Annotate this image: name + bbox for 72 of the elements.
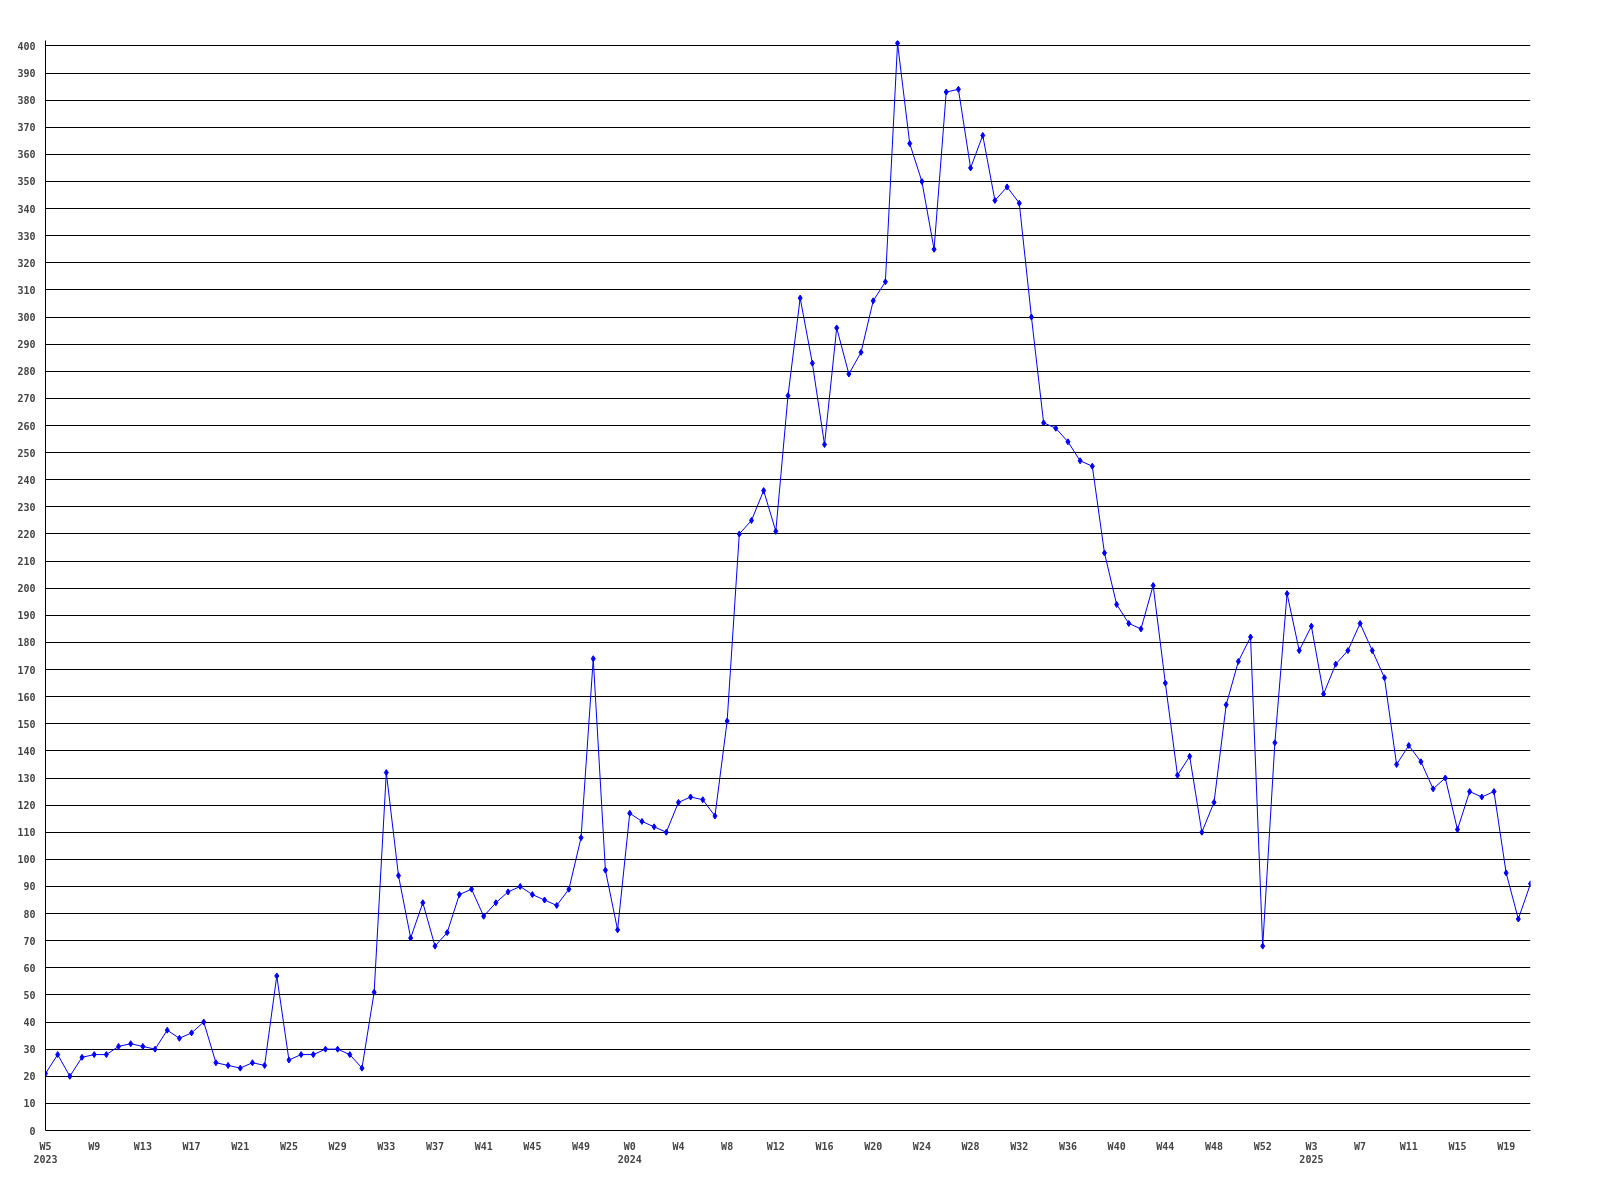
y-tick-label: 90 xyxy=(23,881,36,893)
x-tick-label: W7 xyxy=(1354,1140,1367,1152)
x-tick-label: W44 xyxy=(1156,1140,1175,1152)
y-tick-label: 210 xyxy=(17,556,36,568)
x-tick-label: W24 xyxy=(912,1140,931,1152)
y-tick-label: 180 xyxy=(17,637,36,649)
x-tick-label: W45 xyxy=(523,1140,542,1152)
y-tick-label: 80 xyxy=(23,908,36,920)
y-tick-label: 320 xyxy=(17,257,36,269)
x-tick-label: W15 xyxy=(1448,1140,1467,1152)
y-tick-label: 370 xyxy=(17,122,36,134)
x-tick-label: W32 xyxy=(1010,1140,1029,1152)
x-tick-label: W11 xyxy=(1399,1140,1418,1152)
y-tick-label: 250 xyxy=(17,447,36,459)
y-tick-label: 380 xyxy=(17,95,36,107)
x-tick-label: W52 xyxy=(1253,1140,1272,1152)
y-tick-label: 10 xyxy=(23,1098,36,1110)
y-tick-label: 150 xyxy=(17,718,36,730)
x-tick-label: W8 xyxy=(721,1140,734,1152)
y-tick-label: 110 xyxy=(17,827,36,839)
y-tick-label: 220 xyxy=(17,528,36,540)
x-tick-label: W21 xyxy=(231,1140,250,1152)
x-tick-label: W41 xyxy=(474,1140,493,1152)
y-tick-label: 280 xyxy=(17,366,36,378)
x-tick-label: W9 xyxy=(88,1140,101,1152)
x-tick-label: W3 2025 xyxy=(1299,1140,1324,1165)
x-tick-label: W37 xyxy=(425,1140,445,1152)
x-tick-label: W40 xyxy=(1107,1140,1126,1152)
y-tick-label: 360 xyxy=(17,149,36,161)
y-tick-label: 340 xyxy=(17,203,36,215)
x-tick-label: W28 xyxy=(961,1140,980,1152)
y-tick-label: 240 xyxy=(17,474,36,486)
x-tick-label: W33 xyxy=(377,1140,396,1152)
x-tick-label: W17 xyxy=(182,1140,201,1152)
y-tick-label: 270 xyxy=(17,393,36,405)
y-tick-label: 140 xyxy=(17,745,36,757)
x-tick-label: W12 xyxy=(766,1140,785,1152)
y-tick-label: 60 xyxy=(23,962,36,974)
y-tick-label: 30 xyxy=(23,1044,36,1056)
y-tick-label: 160 xyxy=(17,691,36,703)
y-tick-label: 390 xyxy=(17,68,36,80)
y-tick-label: 20 xyxy=(23,1071,36,1083)
x-tick-label: W16 xyxy=(815,1140,834,1152)
x-tick-label: W48 xyxy=(1204,1140,1224,1152)
x-tick-label: W36 xyxy=(1058,1140,1077,1152)
x-tick-label: W49 xyxy=(572,1140,591,1152)
y-tick-label: 290 xyxy=(17,339,36,351)
y-tick-label: 0 xyxy=(29,1125,36,1137)
y-tick-label: 350 xyxy=(17,176,36,188)
y-tick-label: 300 xyxy=(17,312,36,324)
x-tick-label: W29 xyxy=(328,1140,347,1152)
y-tick-label: 400 xyxy=(17,40,36,52)
y-tick-label: 200 xyxy=(17,583,36,595)
x-tick-label: W4 xyxy=(672,1140,685,1152)
y-tick-label: 70 xyxy=(23,935,36,947)
y-tick-label: 120 xyxy=(17,800,36,812)
y-tick-label: 190 xyxy=(17,610,36,622)
x-tick-label: W0 2024 xyxy=(617,1140,642,1165)
y-tick-label: 100 xyxy=(17,854,36,866)
x-tick-label: W20 xyxy=(864,1140,883,1152)
x-tick-label: W25 xyxy=(279,1140,298,1152)
y-tick-label: 330 xyxy=(17,230,36,242)
y-tick-label: 130 xyxy=(17,773,36,785)
x-tick-label: W13 xyxy=(133,1140,152,1152)
y-tick-label: 230 xyxy=(17,501,36,513)
x-tick-label: W19 xyxy=(1497,1140,1516,1152)
x-tick-label: W5 2023 xyxy=(33,1140,58,1165)
y-tick-label: 40 xyxy=(23,1017,36,1029)
y-tick-label: 50 xyxy=(23,989,36,1001)
y-tick-label: 170 xyxy=(17,664,36,676)
y-tick-label: 310 xyxy=(17,284,36,296)
y-tick-label: 260 xyxy=(17,420,36,432)
